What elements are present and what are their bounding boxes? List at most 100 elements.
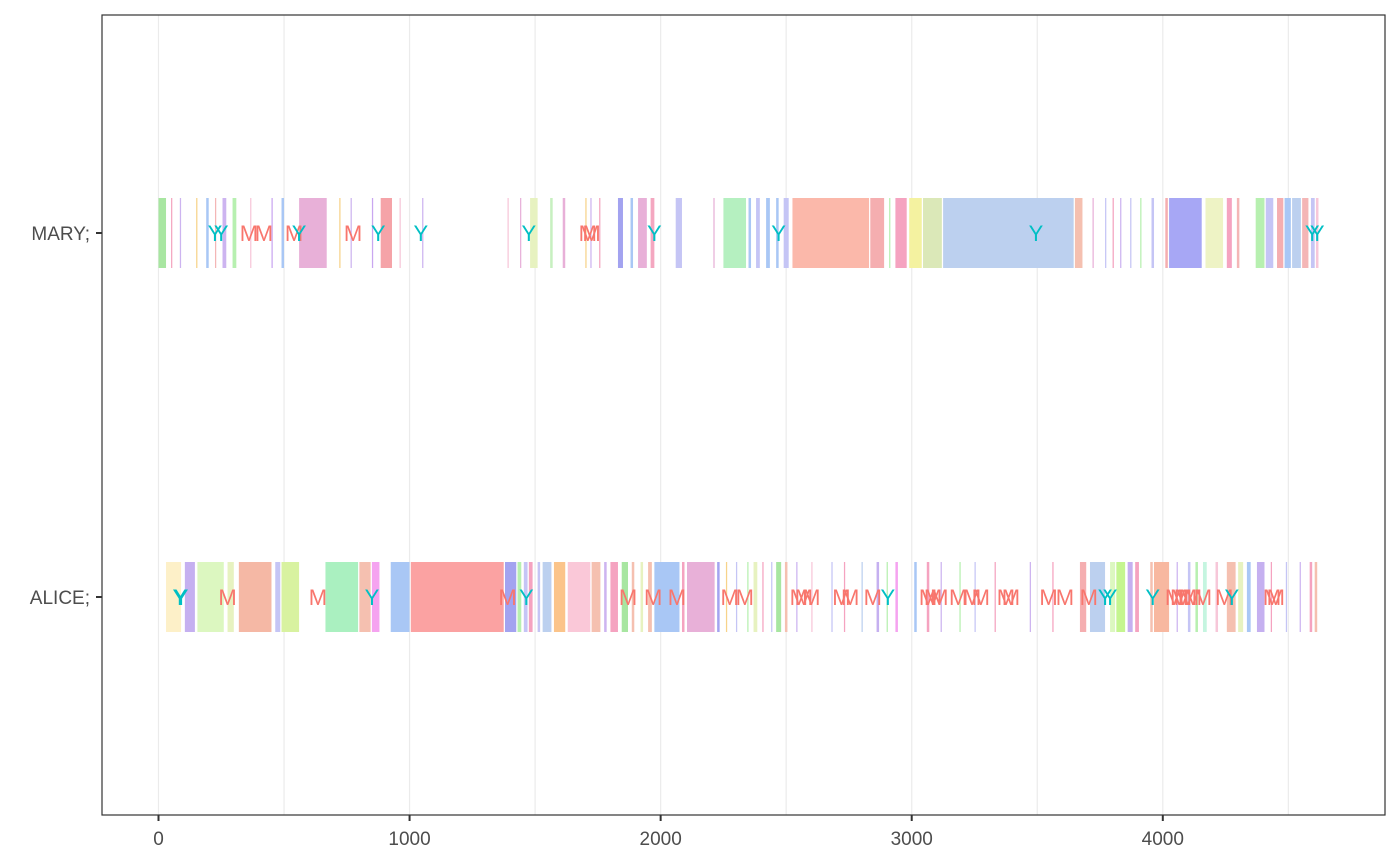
segment-bar	[399, 198, 401, 268]
segment-label: M	[285, 221, 303, 246]
segment-bar	[753, 562, 758, 632]
segment-label: M	[582, 221, 600, 246]
segment-label: Y	[881, 585, 896, 610]
segment-bar	[410, 562, 504, 632]
segment-bar	[179, 198, 182, 268]
segment-label: M	[579, 221, 597, 246]
segment-bar	[1315, 198, 1319, 268]
segment-bar	[250, 198, 252, 268]
x-tick-label: 4000	[1142, 829, 1184, 850]
segment-bar	[1277, 198, 1284, 268]
segment-bar	[1092, 198, 1094, 268]
segment-bar	[507, 198, 509, 268]
segment-bar	[1074, 198, 1083, 268]
segment-bar	[530, 198, 538, 268]
segment-bar	[1255, 198, 1265, 268]
segment-label: M	[668, 585, 686, 610]
segment-bar	[196, 198, 198, 268]
segment-bar	[648, 562, 652, 632]
segment-label: M	[795, 585, 813, 610]
segment-bar	[1226, 198, 1232, 268]
segment-label: Y	[214, 221, 229, 246]
segment-bar	[638, 198, 647, 268]
segment-bar	[831, 562, 833, 632]
segment-bar	[214, 198, 217, 268]
segment-bar	[959, 562, 961, 632]
segment-label: Y	[371, 221, 386, 246]
segment-bar	[640, 562, 644, 632]
segment-label: M	[949, 585, 967, 610]
segment-bar	[1150, 562, 1153, 632]
segment-bar	[1079, 562, 1087, 632]
segment-label: M	[1039, 585, 1057, 610]
segment-bars	[158, 198, 1319, 632]
segment-bar	[895, 198, 907, 268]
segment-bar	[631, 562, 635, 632]
segment-bar	[1135, 562, 1139, 632]
segment-bar	[1205, 198, 1224, 268]
segment-bar	[1154, 562, 1170, 632]
segment-bar	[520, 198, 522, 268]
segment-label: M	[972, 585, 990, 610]
segment-bar	[994, 562, 996, 632]
segment-bar	[1176, 562, 1178, 632]
segment-bar	[943, 198, 1074, 268]
segment-bar	[537, 562, 541, 632]
segment-bar	[275, 562, 281, 632]
segment-bar	[422, 198, 424, 268]
segment-label: Y	[647, 221, 662, 246]
segment-bar	[227, 562, 234, 632]
segment-bar	[940, 562, 942, 632]
segment-label: Y	[1098, 585, 1113, 610]
segment-label: M	[644, 585, 662, 610]
segment-label: M	[1194, 585, 1212, 610]
segment-label: M	[619, 585, 637, 610]
segment-label: M	[1080, 585, 1098, 610]
segment-bar	[517, 562, 522, 632]
segment-bar	[281, 562, 300, 632]
segment-bar	[1226, 562, 1236, 632]
panel-border	[101, 14, 1386, 816]
segment-bar	[1127, 562, 1133, 632]
segment-bar	[1256, 562, 1265, 632]
segment-bar	[783, 198, 789, 268]
segment-bar	[567, 562, 591, 632]
segment-bar	[206, 198, 209, 268]
segment-bar	[184, 562, 195, 632]
segment-label: M	[1174, 585, 1192, 610]
segment-label: M	[790, 585, 808, 610]
segment-label: Y	[1305, 221, 1320, 246]
segment-bar	[886, 562, 888, 632]
segment-bar	[1284, 198, 1291, 268]
segment-bar	[610, 562, 618, 632]
segment-bar	[232, 198, 237, 268]
segment-bar	[1105, 198, 1107, 268]
segment-label: Y	[771, 221, 786, 246]
segment-label: Y	[1145, 585, 1160, 610]
segment-bar	[923, 198, 942, 268]
segment-bar	[158, 198, 167, 268]
segment-bar	[650, 198, 655, 268]
segment-bar	[197, 562, 224, 632]
segment-bar	[895, 562, 898, 632]
segment-bar	[654, 562, 680, 632]
segment-label: Y	[414, 221, 429, 246]
segment-label: M	[832, 585, 850, 610]
segment-bar	[562, 198, 566, 268]
segment-bar	[723, 198, 747, 268]
segment-bar	[299, 198, 327, 268]
segment-bar	[617, 198, 623, 268]
segment-label: Y	[292, 221, 307, 246]
segment-bar	[756, 198, 760, 268]
segment-bar	[926, 562, 930, 632]
segment-bar	[1202, 562, 1207, 632]
segment-label: M	[1165, 585, 1183, 610]
segment-bar	[1309, 562, 1313, 632]
segment-bar	[1116, 562, 1126, 632]
segment-bar	[271, 198, 273, 268]
segment-bar	[861, 562, 863, 632]
segment-bar	[843, 562, 846, 632]
segment-bar	[766, 198, 770, 268]
segment-bar	[238, 562, 272, 632]
